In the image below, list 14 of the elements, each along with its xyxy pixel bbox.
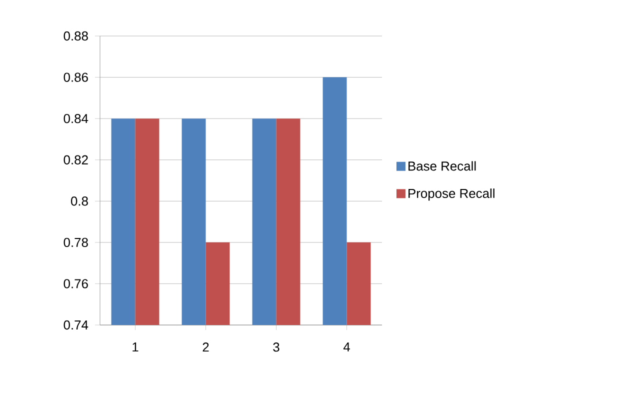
x-tick-label: 1 [132,342,138,352]
legend-label: Propose Recall [408,188,494,201]
x-tick-label: 4 [343,342,350,352]
y-tick-label: 0.84 [64,114,88,124]
x-tick-label: 3 [273,342,280,352]
legend-label: Base Recall [408,161,476,171]
x-tick-label: 2 [202,342,209,352]
y-tick-label: 0.76 [64,279,88,288]
y-tick-label: 0.82 [64,155,88,164]
y-tick-label: 0.74 [64,320,88,330]
y-tick-label: 0.78 [64,238,88,248]
y-tick-label: 0.86 [64,72,88,82]
y-tick-label: 0.8 [70,196,88,206]
y-tick-label: 0.88 [64,31,88,41]
